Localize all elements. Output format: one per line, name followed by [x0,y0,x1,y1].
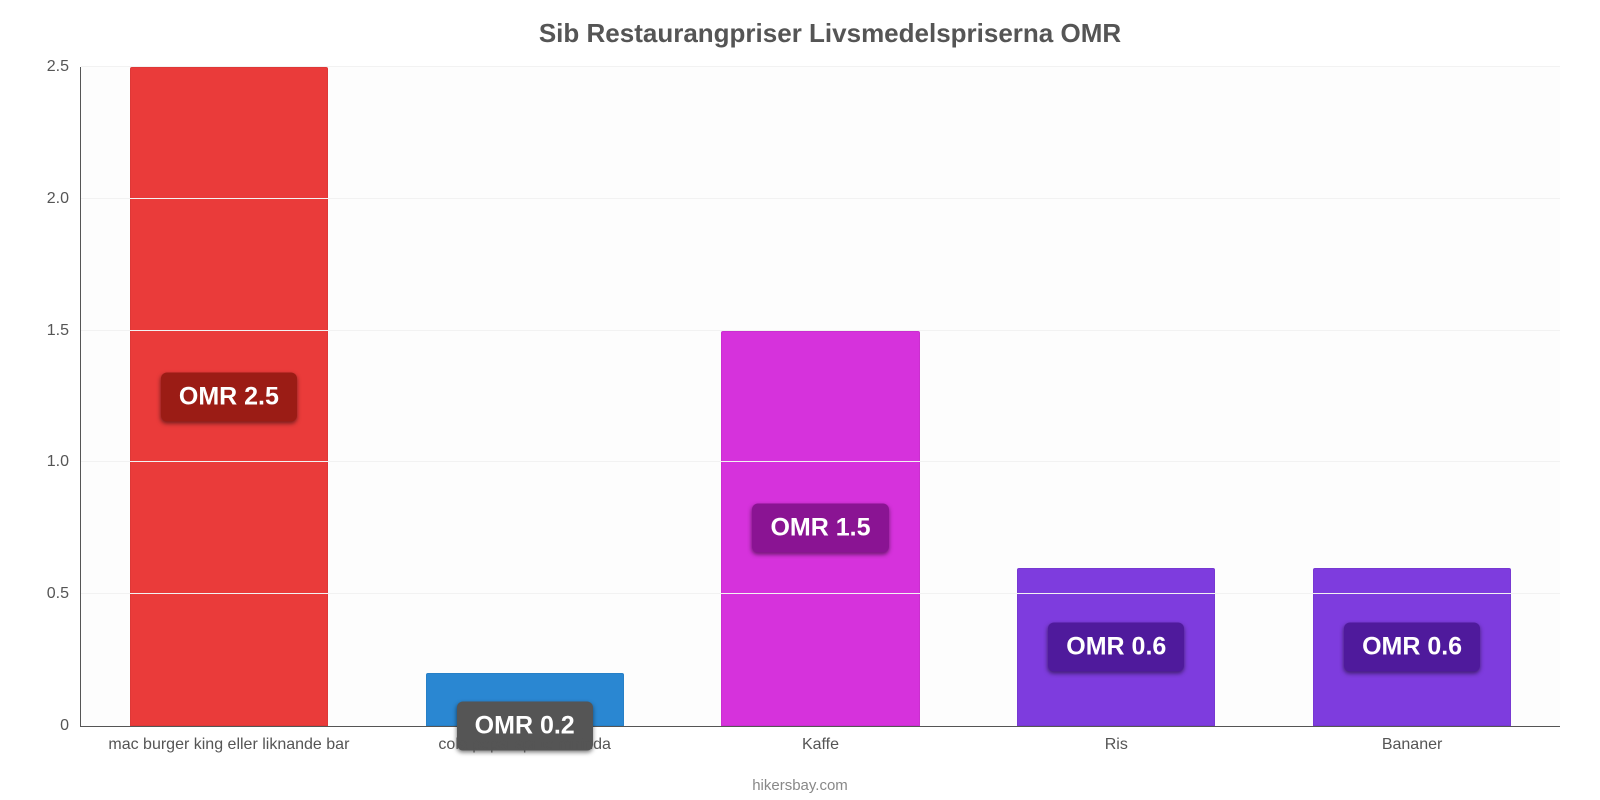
chart-footer: hikersbay.com [752,777,848,794]
value-badge: OMR 0.6 [1344,622,1480,671]
bar-slot: OMR 0.2cola pepsi sprite mirinda [377,67,673,726]
bar: OMR 0.2 [426,673,624,726]
bar: OMR 2.5 [130,67,328,726]
y-axis-tick-label: 1.0 [47,453,81,471]
x-axis-tick-label: Kaffe [802,726,839,754]
bar: OMR 0.6 [1017,568,1215,726]
gridline [81,66,1560,67]
y-axis-tick-label: 0 [60,717,81,735]
value-badge: OMR 0.6 [1048,622,1184,671]
bar: OMR 1.5 [721,331,919,726]
y-axis-tick-label: 2.5 [47,58,81,76]
gridline [81,198,1560,199]
gridline [81,593,1560,594]
bar-slot: OMR 0.6Bananer [1264,67,1560,726]
bars-row: OMR 2.5mac burger king eller liknande ba… [81,67,1560,726]
x-axis-tick-label: cola pepsi sprite mirinda [438,726,611,754]
gridline [81,461,1560,462]
x-axis-tick-label: mac burger king eller liknande bar [108,726,349,754]
plot-area: OMR 2.5mac burger king eller liknande ba… [80,67,1560,727]
y-axis-tick-label: 1.5 [47,322,81,340]
x-axis-tick-label: Ris [1105,726,1128,754]
y-axis-tick-label: 0.5 [47,585,81,603]
x-axis-tick-label: Bananer [1382,726,1443,754]
y-axis-tick-label: 2.0 [47,190,81,208]
bar-slot: OMR 0.6Ris [968,67,1264,726]
value-badge: OMR 2.5 [161,372,297,421]
value-badge: OMR 1.5 [752,504,888,553]
bar-slot: OMR 1.5Kaffe [673,67,969,726]
gridline [81,330,1560,331]
bar: OMR 0.6 [1313,568,1511,726]
chart-title: Sib Restaurangpriser Livsmedelspriserna … [80,18,1580,49]
bar-slot: OMR 2.5mac burger king eller liknande ba… [81,67,377,726]
chart-container: Sib Restaurangpriser Livsmedelspriserna … [0,0,1600,800]
